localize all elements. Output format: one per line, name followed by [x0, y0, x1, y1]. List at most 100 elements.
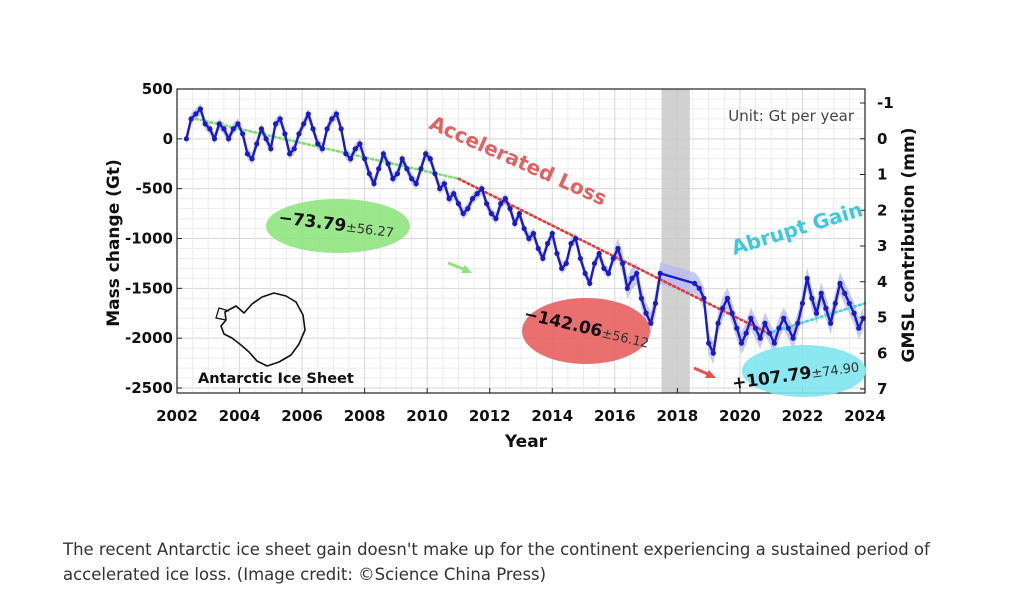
data-point: [301, 121, 307, 127]
x-tick-label: 2010: [406, 407, 448, 425]
data-point: [568, 240, 574, 247]
data-point: [376, 166, 382, 172]
data-point: [691, 280, 698, 286]
x-axis-label: Year: [504, 432, 548, 452]
y2-tick-label: 0: [877, 130, 887, 148]
badge-ellipse: [742, 345, 866, 397]
data-point: [493, 215, 499, 222]
data-point: [268, 146, 274, 152]
x-tick-label: 2008: [344, 407, 386, 425]
y2-tick-label: 5: [877, 309, 887, 327]
data-point: [729, 310, 735, 316]
data-point: [795, 320, 801, 326]
data-point: [785, 325, 791, 331]
data-point: [809, 295, 815, 301]
data-point: [818, 290, 824, 296]
data-point: [315, 141, 321, 147]
y2-tick-label: 3: [877, 237, 887, 255]
data-point: [657, 270, 663, 276]
y-tick-label: -2000: [125, 329, 173, 347]
data-point: [502, 196, 508, 202]
y2-tick-label: -1: [877, 94, 894, 112]
data-point: [629, 275, 635, 281]
data-point: [643, 310, 649, 316]
x-tick-label: 2020: [719, 407, 761, 425]
data-point: [437, 186, 443, 192]
data-point: [573, 235, 579, 242]
y-tick-label: -2500: [125, 379, 173, 397]
data-point: [706, 340, 712, 346]
data-point: [530, 230, 537, 237]
data-point: [577, 255, 584, 262]
data-point: [748, 315, 754, 321]
data-point: [652, 300, 659, 306]
data-point: [211, 136, 218, 142]
y-tick-label: 500: [142, 80, 173, 98]
data-point: [460, 210, 466, 217]
axes: 2002 2004 2006 2008 2010 2012 2014 2016 2018 2020…: [125, 80, 894, 425]
data-point: [451, 191, 457, 197]
image-caption: The recent Antarctic ice sheet gain does…: [63, 540, 930, 584]
data-point: [535, 245, 541, 252]
inset-label: Antarctic Ice Sheet: [198, 371, 354, 387]
data-point: [183, 136, 189, 142]
data-point: [226, 136, 232, 142]
data-point: [813, 310, 820, 316]
data-point: [296, 131, 302, 137]
badge-uncertainty: ±56.27: [345, 220, 395, 241]
y-tick-label: -1000: [125, 230, 173, 248]
data-point: [762, 320, 768, 326]
data-point: [648, 320, 654, 326]
y2-tick-label: 4: [877, 273, 887, 291]
data-point: [418, 166, 424, 172]
data-point: [254, 141, 260, 147]
y-axis-label: Mass change (Gt): [104, 159, 124, 327]
data-point: [446, 196, 452, 202]
trend-badge-middle: −142.06±56.12: [522, 298, 650, 364]
series-points: [183, 106, 867, 356]
data-point: [582, 270, 588, 276]
data-point: [710, 350, 716, 356]
data-point: [624, 285, 630, 291]
data-point: [776, 325, 782, 331]
data-point: [851, 310, 857, 316]
x-tick-label: 2024: [844, 407, 886, 425]
badge-ellipse: [522, 298, 650, 364]
x-tick-label: 2014: [531, 407, 573, 425]
badge-ellipse: [266, 199, 410, 253]
data-gap-band: [661, 89, 690, 393]
data-point: [832, 300, 838, 306]
data-point: [272, 121, 279, 127]
trend-badge-late: +107.79±74.90: [731, 345, 866, 397]
data-point: [474, 191, 480, 197]
y2-tick-label: 1: [877, 166, 887, 184]
data-point: [512, 220, 518, 227]
data-point: [235, 121, 241, 127]
data-point: [277, 116, 283, 122]
data-point: [408, 176, 415, 182]
data-point: [601, 265, 607, 272]
data-point: [781, 315, 787, 321]
data-point: [465, 206, 471, 212]
data-point: [404, 166, 410, 172]
data-point: [324, 126, 330, 132]
data-point: [526, 235, 532, 242]
data-point: [216, 121, 222, 127]
data-point: [249, 156, 255, 162]
data-point: [544, 240, 551, 247]
data-point: [701, 295, 707, 301]
data-point: [357, 141, 363, 147]
data-point: [240, 131, 246, 137]
data-point: [202, 121, 208, 127]
data-point: [846, 300, 852, 306]
data-point: [479, 186, 485, 192]
y2-tick-label: 2: [877, 201, 887, 219]
antarctica-map-icon: [215, 292, 306, 367]
data-point: [352, 146, 358, 152]
data-point: [484, 201, 490, 207]
trend-line: [766, 301, 867, 335]
data-point: [563, 260, 569, 267]
data-point: [394, 171, 401, 177]
data-point: [540, 255, 546, 262]
data-point: [724, 295, 731, 301]
